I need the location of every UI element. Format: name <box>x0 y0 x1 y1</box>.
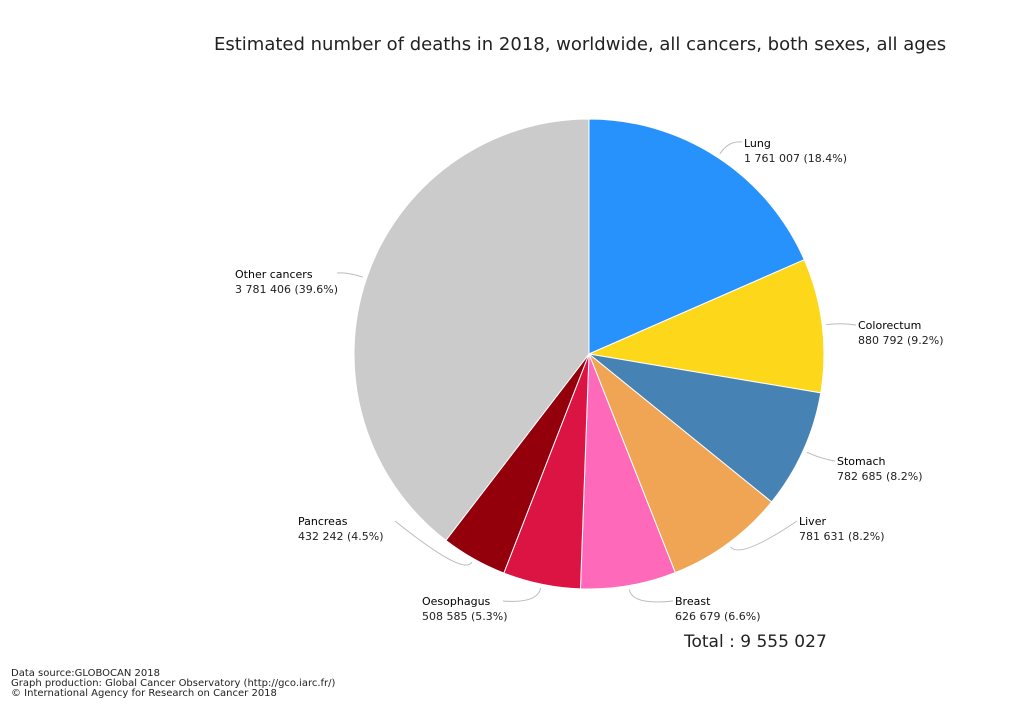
pie-slice-liver[interactable] <box>587 352 773 574</box>
slice-label: Lung 1 761 007 (18.4%) <box>744 136 847 166</box>
leader-line <box>628 589 674 603</box>
leader-line <box>336 272 363 278</box>
slice-label-name: Other cancers <box>235 268 313 281</box>
slice-label-value: 508 585 (5.3%) <box>422 610 508 623</box>
total-label: Total : 9 555 027 <box>684 632 827 652</box>
slice-label: Breast 626 679 (6.6%) <box>675 594 761 624</box>
slice-label-name: Pancreas <box>298 515 348 528</box>
slice-label-name: Colorectum <box>858 319 922 332</box>
leader-line <box>719 141 743 155</box>
pie-slice-stomach[interactable] <box>587 353 822 503</box>
slice-label: Other cancers 3 781 406 (39.6%) <box>235 267 338 297</box>
leader-line <box>826 323 857 326</box>
slice-label: Stomach 782 685 (8.2%) <box>837 454 923 484</box>
slice-label: Pancreas 432 242 (4.5%) <box>298 514 384 544</box>
slice-label-name: Stomach <box>837 455 886 468</box>
slice-label-value: 782 685 (8.2%) <box>837 470 923 483</box>
chart-title: Estimated number of deaths in 2018, worl… <box>214 34 947 55</box>
slice-label: Colorectum 880 792 (9.2%) <box>858 318 944 348</box>
leader-line <box>394 520 473 566</box>
slice-label-value: 432 242 (4.5%) <box>298 530 384 543</box>
pie-slice-other-cancers[interactable] <box>353 118 590 542</box>
leader-line <box>502 587 542 602</box>
leader-line <box>729 520 798 551</box>
footer: Data source:GLOBOCAN 2018 Graph producti… <box>11 669 335 699</box>
slice-label-value: 626 679 (6.6%) <box>675 610 761 623</box>
pie-slice-colorectum[interactable] <box>587 259 825 394</box>
slice-label-name: Liver <box>799 515 826 528</box>
slice-label-name: Breast <box>675 595 711 608</box>
footer-copyright: © International Agency for Research on C… <box>11 688 277 699</box>
slice-label-name: Lung <box>744 137 771 150</box>
slice-label-value: 1 761 007 (18.4%) <box>744 152 848 165</box>
slice-label-value: 880 792 (9.2%) <box>858 334 944 347</box>
slice-label: Liver 781 631 (8.2%) <box>799 514 885 544</box>
slice-label-value: 3 781 406 (39.6%) <box>235 283 339 296</box>
footer-production: Graph production: Global Cancer Observat… <box>11 678 336 689</box>
leader-line <box>806 451 836 462</box>
slice-label-name: Oesophagus <box>422 595 491 608</box>
slice-label: Oesophagus 508 585 (5.3%) <box>422 594 508 624</box>
footer-source: Data source:GLOBOCAN 2018 <box>11 668 160 679</box>
pie-slice-lung[interactable] <box>588 118 805 355</box>
slice-label-value: 781 631 (8.2%) <box>799 530 885 543</box>
